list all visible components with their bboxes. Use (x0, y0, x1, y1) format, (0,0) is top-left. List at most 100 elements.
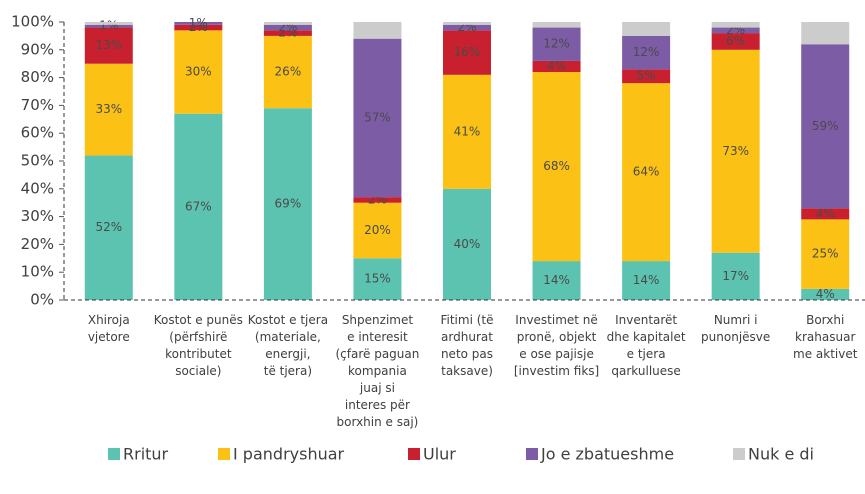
bar-segment (263, 24, 312, 31)
x-tick-label: Investimet në pronë, objekt e ose pajisje[… (514, 313, 599, 378)
bar-segment (711, 27, 760, 34)
bar-segment (622, 83, 671, 262)
legend-label: Nuk e di (748, 445, 814, 464)
x-tick-label: Fitimi (të ardhurat neto pas taksave) (440, 313, 493, 378)
data-label: 16% (454, 45, 481, 59)
data-label: 14% (543, 273, 570, 287)
bar-segment (353, 38, 402, 198)
bar-segment (84, 22, 133, 25)
bar-segment (263, 108, 312, 301)
data-label: 30% (185, 65, 212, 79)
data-label: 17% (722, 269, 749, 283)
x-tick-label: Kostot e punës (përfshirë kontributet socia… (154, 313, 243, 378)
data-label: 12% (633, 45, 660, 59)
legend-label: Jo e zbatueshme (540, 445, 674, 464)
bar-segment (622, 22, 671, 36)
data-label: 4% (816, 287, 835, 301)
data-label: 57% (364, 110, 391, 124)
bar-segment (711, 49, 760, 253)
bar-segment (443, 74, 491, 189)
bar-segment (801, 219, 850, 289)
y-tick-label: 60% (21, 124, 54, 142)
bar-segment (532, 60, 581, 73)
y-tick-label: 20% (21, 235, 54, 253)
bar-segment (353, 197, 402, 203)
y-tick-label: 40% (21, 179, 54, 197)
x-tick-label: Xhiroja vjetore (88, 313, 130, 344)
legend-swatch (408, 448, 420, 460)
legend-swatch (526, 448, 538, 460)
bar-segment (532, 27, 581, 61)
bar-segment (622, 69, 671, 84)
legend-label: Rritur (123, 445, 169, 464)
bar-segment (353, 202, 402, 259)
data-label: 6% (726, 34, 745, 48)
x-tick-label: Borxhi krahasuar me aktivet (793, 313, 858, 361)
bar-segment (263, 22, 312, 25)
y-tick-label: 50% (21, 152, 54, 170)
bar-segment (532, 261, 581, 300)
y-tick-label: 70% (21, 96, 54, 114)
data-label: 64% (633, 165, 660, 179)
data-label: 13% (95, 38, 122, 52)
data-label: 25% (812, 247, 839, 261)
y-tick-label: 80% (21, 68, 54, 86)
bar-segment (711, 33, 760, 50)
bar-segment (174, 24, 223, 31)
data-label: 26% (275, 65, 302, 79)
y-tick-label: 0% (30, 291, 54, 309)
bar-segment (443, 22, 491, 25)
bar-segment (532, 72, 581, 262)
bar-segment (84, 155, 133, 300)
legend-label: Ulur (423, 445, 456, 464)
bar-segment (801, 44, 850, 209)
data-label: 4% (547, 59, 566, 73)
legend-label: I pandryshuar (233, 445, 345, 464)
bar-segment (801, 22, 850, 45)
y-tick-label: 90% (21, 40, 54, 58)
bar-segment (801, 208, 850, 220)
y-tick-label: 10% (21, 263, 54, 281)
data-label: 4% (816, 206, 835, 220)
bar-segment (174, 30, 223, 114)
legend-swatch (108, 448, 120, 460)
bar-segment (174, 22, 223, 25)
data-label: 52% (95, 220, 122, 234)
data-label: 59% (812, 119, 839, 133)
data-label: 40% (454, 237, 481, 251)
bar-segment (353, 258, 402, 300)
data-label: 41% (454, 124, 481, 138)
x-tick-label: Kostot e tjera (materiale, energji, të tjer… (248, 313, 328, 378)
data-label: 69% (275, 197, 302, 211)
bar-segment (443, 24, 491, 31)
data-label: 5% (637, 69, 656, 83)
bar-segment (174, 113, 223, 301)
bar-segment (353, 22, 402, 39)
data-label: 1% (189, 16, 208, 30)
legend-swatch (218, 448, 230, 460)
bar-segment (622, 261, 671, 300)
data-label: 12% (543, 37, 570, 51)
data-label: 20% (364, 223, 391, 237)
bar-segment (711, 22, 760, 28)
data-label: 67% (185, 199, 212, 213)
y-tick-label: 100% (11, 13, 54, 31)
x-tick-label: Inventarët dhe kapitalet e tjera qarkullues… (607, 313, 686, 378)
bar-segment (84, 63, 133, 156)
y-tick-label: 30% (21, 207, 54, 225)
bar-segment (443, 188, 491, 300)
data-label: 68% (543, 159, 570, 173)
bar-segment (263, 35, 312, 109)
bar-segment (532, 22, 581, 28)
bar-segment (801, 288, 850, 300)
bar-segment (711, 252, 760, 300)
bar-segment (263, 30, 312, 36)
data-label: 1% (99, 19, 118, 33)
bar-segment (84, 24, 133, 28)
x-tick-label: Numri i punonjësve (701, 313, 770, 344)
data-label: 33% (95, 102, 122, 116)
data-label: 73% (722, 144, 749, 158)
data-label: 15% (364, 272, 391, 286)
x-tick-label: Shpenzimet e interesit (çfarë paguan kompan… (335, 313, 419, 429)
